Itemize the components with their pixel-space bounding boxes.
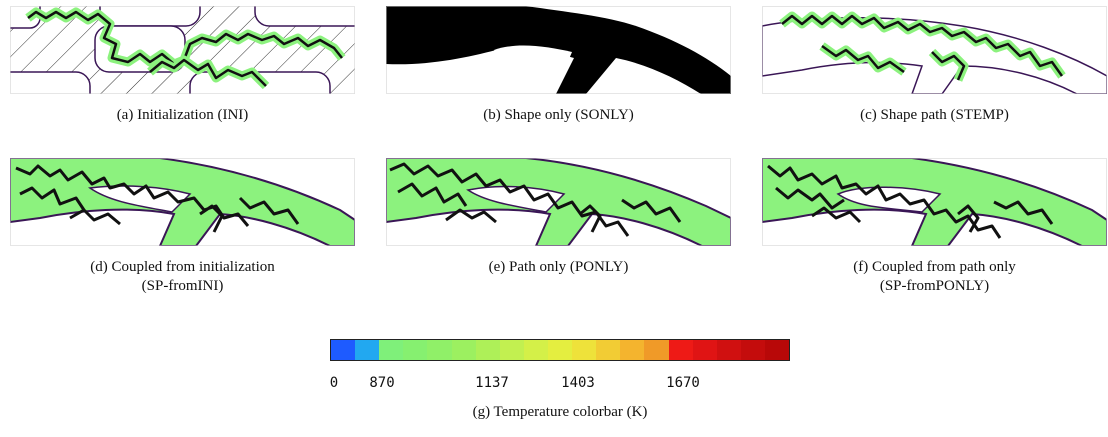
colorbar-tick-label: 1403 [561,375,595,391]
caption-g: (g) Temperature colorbar (K) [472,404,648,420]
panel-d-coupled-from-initialization [10,158,355,246]
colorbar-segment [499,340,524,360]
colorbar-segment [475,340,500,360]
caption-f-line1: (f) Coupled from path only [853,259,1016,275]
caption-d: (d) Coupled from initialization (SP-from… [10,258,355,296]
colorbar-segment [379,340,404,360]
colorbar-segment [403,340,428,360]
colorbar-tick-label: 0 [329,375,339,391]
colorbar-segment [740,340,765,360]
colorbar-segment [572,340,597,360]
caption-e: (e) Path only (PONLY) [488,259,629,275]
colorbar-segment [547,340,573,360]
colorbar-segment [331,340,356,360]
caption-d-line2: (SP-fromINI) [141,278,224,294]
colorbar-segment [596,340,621,360]
temperature-colorbar [330,339,790,361]
panel-e-path-only [386,158,731,246]
colorbar-tick-label: 1137 [475,375,509,391]
colorbar-segment [355,340,380,360]
caption-c: (c) Shape path (STEMP) [860,107,1009,123]
caption-a: (a) Initialization (INI) [116,107,249,123]
caption-b: (b) Shape only (SONLY) [483,107,634,123]
colorbar-segment [644,340,669,360]
panel-c-shape-path [762,6,1107,94]
panel-a-initialization [10,6,355,94]
colorbar-segment [692,340,717,360]
colorbar-segment [668,340,693,360]
caption-f: (f) Coupled from path only (SP-fromPONLY… [762,258,1107,296]
colorbar-segment [523,340,548,360]
panel-f-coupled-from-path-only [762,158,1107,246]
colorbar-segment [451,340,476,360]
colorbar-segment [764,340,790,360]
caption-f-line2: (SP-fromPONLY) [879,278,990,294]
colorbar-segment [620,340,645,360]
colorbar-tick-label: 870 [369,375,395,391]
colorbar-segment [716,340,741,360]
colorbar-segment [427,340,452,360]
colorbar-tick-label: 1670 [666,375,700,391]
caption-d-line1: (d) Coupled from initialization [90,259,275,275]
panel-b-shape-only [386,6,731,94]
